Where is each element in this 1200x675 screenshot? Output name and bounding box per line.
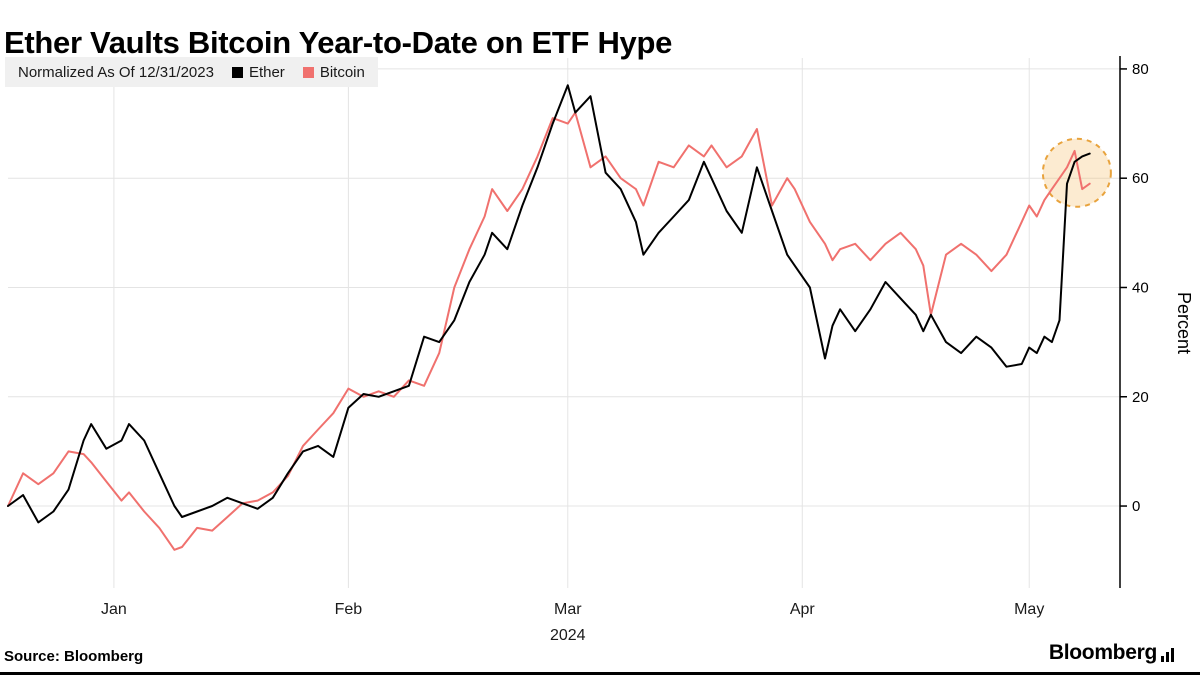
legend-item-bitcoin: Bitcoin <box>302 63 365 81</box>
bloomberg-bars-icon <box>1161 648 1174 662</box>
legend-label-ether: Ether <box>248 63 285 81</box>
bloomberg-logo: Bloomberg <box>1049 641 1174 665</box>
series-lines <box>7 84 1091 551</box>
x-tick-label-apr: Apr <box>790 601 816 618</box>
y-axis-title: Percent <box>1174 292 1194 354</box>
series-line-ether <box>7 84 1091 524</box>
bottom-border <box>0 672 1200 675</box>
legend-item-ether: Ether <box>231 63 285 81</box>
highlight-layer <box>1041 137 1112 208</box>
axes-and-labels: 0 20 40 60 80 Jan Feb Mar Apr May 2024 Percent <box>101 56 1194 644</box>
legend-note: Normalized As Of 12/31/2023 <box>18 63 214 81</box>
x-tick-label-may: May <box>1014 601 1044 618</box>
y-tick-label: 80 <box>1132 61 1149 78</box>
bloomberg-wordmark: Bloomberg <box>1048 641 1157 664</box>
legend: Normalized As Of 12/31/2023 Ether Bitcoi… <box>5 57 378 87</box>
x-tick-label-jan: Jan <box>101 601 127 618</box>
legend-label-bitcoin: Bitcoin <box>319 63 365 81</box>
y-tick-label: 20 <box>1132 389 1149 406</box>
page-title: Ether Vaults Bitcoin Year-to-Date on ETF… <box>4 24 673 60</box>
vertical-gridlines <box>113 58 1030 588</box>
y-tick-label: 40 <box>1132 279 1149 296</box>
x-year-label: 2024 <box>550 627 586 644</box>
etf-hype-highlight-circle <box>1041 137 1112 208</box>
horizontal-gridlines <box>8 68 1120 507</box>
ether-swatch-icon <box>231 66 243 78</box>
x-tick-label-feb: Feb <box>335 601 363 618</box>
y-tick-label: 0 <box>1132 498 1140 515</box>
bitcoin-swatch-icon <box>302 66 314 78</box>
x-tick-label-mar: Mar <box>554 601 582 618</box>
source-attribution: Source: Bloomberg <box>4 648 144 665</box>
series-line-bitcoin <box>7 111 1091 551</box>
y-tick-label: 60 <box>1132 170 1149 187</box>
